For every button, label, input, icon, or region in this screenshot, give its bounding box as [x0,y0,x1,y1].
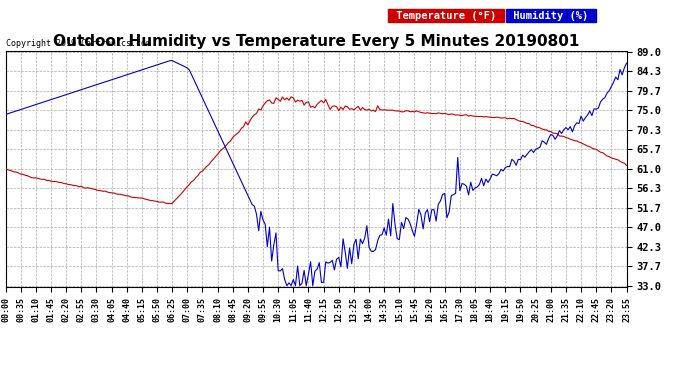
Text: Temperature (°F): Temperature (°F) [390,11,502,21]
Title: Outdoor Humidity vs Temperature Every 5 Minutes 20190801: Outdoor Humidity vs Temperature Every 5 … [53,34,579,50]
Text: Copyright 2019 Cartronics.com: Copyright 2019 Cartronics.com [6,39,150,48]
Text: Humidity (%): Humidity (%) [507,11,595,21]
